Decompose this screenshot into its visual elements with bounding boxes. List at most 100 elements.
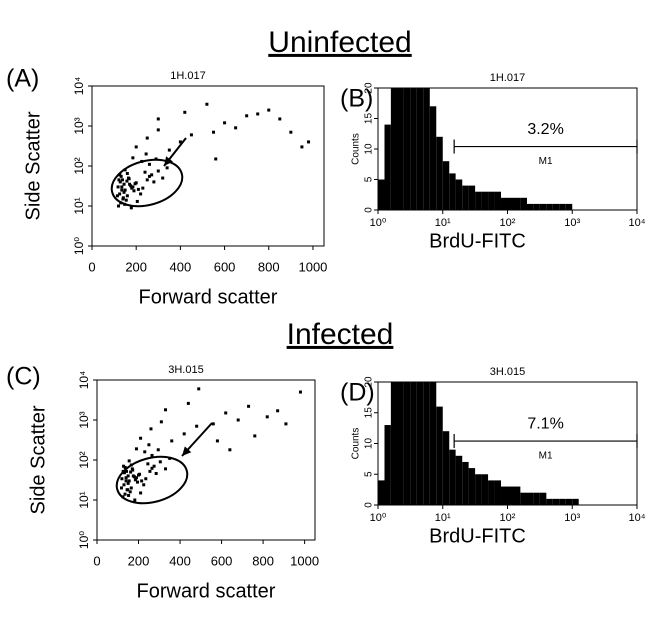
arrow-head — [182, 446, 192, 456]
point — [228, 448, 232, 452]
point — [129, 206, 133, 210]
point — [119, 174, 123, 178]
point — [215, 439, 219, 443]
point — [117, 178, 121, 182]
point — [212, 130, 216, 134]
point — [152, 464, 156, 468]
point — [145, 136, 149, 140]
x-tick-label: 800 — [252, 553, 274, 568]
point — [178, 140, 182, 144]
x-tick-label: 1000 — [290, 553, 319, 568]
histogram-bar — [475, 474, 482, 505]
subtitle: 1H.017 — [490, 72, 525, 84]
point — [139, 491, 143, 495]
point — [139, 436, 143, 440]
panel-label: (D) — [340, 379, 375, 407]
point — [122, 483, 126, 487]
histogram-bar — [520, 197, 527, 210]
x-tick-label: 800 — [258, 259, 280, 274]
x-axis-label: Forward scatter — [139, 286, 278, 308]
histogram-bar — [416, 88, 424, 210]
point — [289, 130, 293, 134]
panel-label: (B) — [340, 85, 373, 113]
point — [124, 469, 128, 473]
histogram-bar — [494, 480, 502, 505]
point — [154, 471, 158, 475]
point — [127, 479, 131, 483]
y-tick-label: 10² — [77, 451, 91, 468]
y-axis-label: Side Scatter — [27, 405, 49, 514]
y-axis-label: Side Scatter — [22, 111, 44, 220]
point — [141, 186, 145, 190]
point — [124, 479, 128, 483]
point — [135, 199, 139, 203]
point — [211, 422, 215, 426]
histogram-bar — [455, 179, 463, 210]
heading: Uninfected — [268, 26, 411, 59]
point — [150, 466, 154, 470]
point — [131, 156, 135, 160]
point — [195, 424, 199, 428]
point — [134, 145, 138, 149]
point — [147, 174, 151, 178]
histogram-bar — [397, 382, 404, 505]
x-tick-label: 200 — [128, 553, 150, 568]
point — [120, 477, 124, 481]
gate-ellipse — [110, 158, 184, 208]
arrow-head — [164, 156, 173, 166]
point — [223, 121, 227, 125]
point — [123, 188, 127, 192]
point — [133, 182, 137, 186]
point — [125, 171, 129, 175]
point — [139, 192, 143, 196]
histogram-bar — [475, 191, 482, 210]
point — [140, 479, 144, 483]
point — [236, 418, 240, 422]
point — [147, 162, 151, 166]
subtitle: 3H.015 — [168, 364, 203, 376]
point — [123, 492, 127, 496]
histogram-bar — [390, 382, 398, 505]
point — [159, 420, 163, 424]
point — [128, 182, 132, 186]
point — [170, 439, 174, 443]
x-tick-label: 10³ — [564, 512, 580, 524]
point — [134, 476, 138, 480]
panel-label: (C) — [6, 363, 41, 391]
histogram-bar — [572, 498, 579, 505]
histogram-bar — [565, 498, 573, 505]
histogram-bar — [390, 88, 398, 210]
histogram-bar — [539, 492, 547, 505]
x-axis-label: BrdU-FITC — [429, 230, 526, 252]
point — [145, 178, 149, 182]
point — [164, 408, 168, 412]
subtitle: 1H.017 — [170, 70, 205, 82]
histogram-bar — [410, 382, 417, 505]
point — [135, 480, 139, 484]
histogram-bar — [501, 197, 508, 210]
histogram-bar — [423, 382, 430, 505]
point — [120, 188, 124, 192]
histogram-bar — [449, 449, 456, 505]
histogram-bar — [513, 486, 521, 505]
histogram-bar — [481, 191, 489, 210]
histogram-bar — [533, 492, 540, 505]
point — [118, 192, 122, 196]
point — [144, 477, 148, 481]
histogram-bar — [455, 455, 463, 505]
point — [134, 447, 138, 451]
histogram-bar — [552, 203, 560, 210]
histogram-bar — [468, 468, 476, 505]
histogram-bar — [533, 203, 540, 210]
point — [118, 173, 122, 177]
point — [205, 102, 209, 106]
point — [150, 173, 154, 177]
histogram-bar — [526, 492, 534, 505]
point — [129, 184, 133, 188]
y-tick-label: 10 — [364, 438, 375, 450]
histogram-bar — [436, 406, 443, 505]
point — [124, 476, 128, 480]
histogram-bar — [384, 425, 391, 505]
point — [120, 178, 124, 182]
x-tick-label: 600 — [211, 553, 233, 568]
